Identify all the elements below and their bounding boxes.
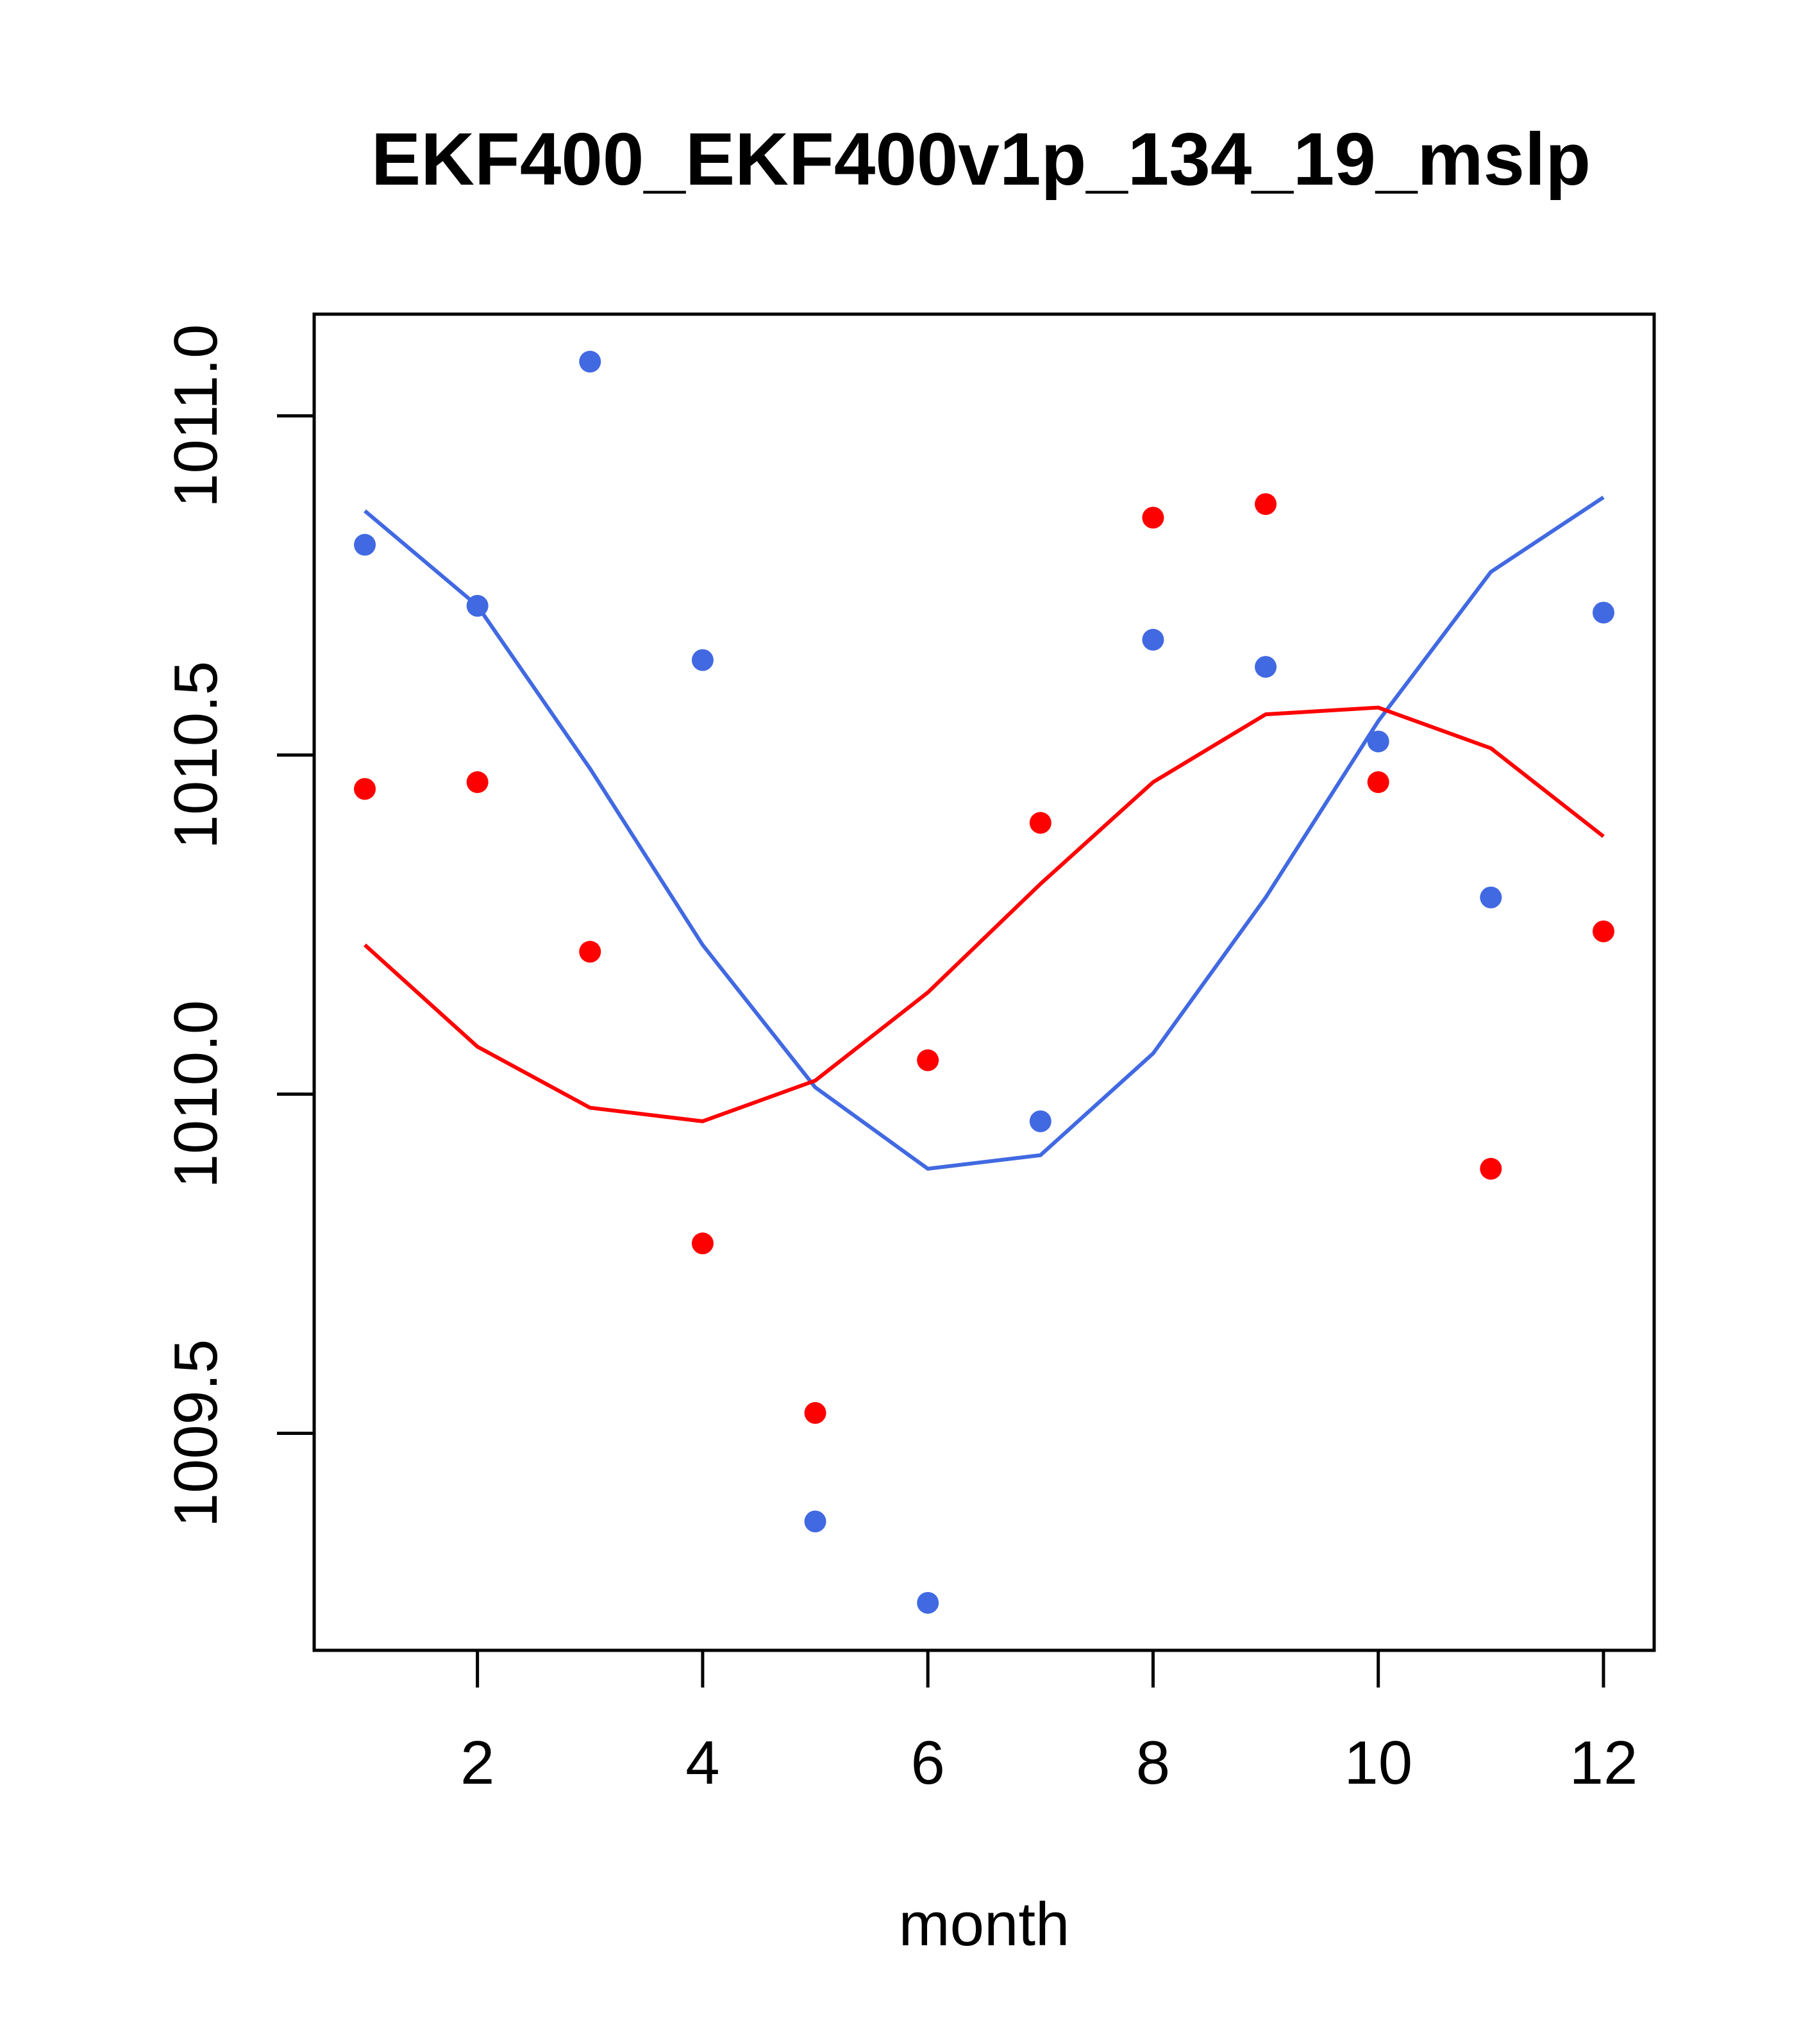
blue-points-point xyxy=(691,649,714,671)
plot-frame xyxy=(312,312,1656,1652)
red-points-point xyxy=(579,941,601,963)
x-tick-label: 6 xyxy=(910,1729,944,1797)
x-tick-label: 10 xyxy=(1344,1729,1412,1797)
y-tick-label: 1011.0 xyxy=(162,324,230,508)
x-tick-label: 12 xyxy=(1570,1729,1638,1797)
red-points-point xyxy=(1255,493,1277,515)
blue-points-point xyxy=(466,594,489,617)
red-points-point xyxy=(691,1232,714,1255)
blue-points-point xyxy=(804,1511,826,1533)
x-tick-label: 4 xyxy=(685,1729,719,1797)
red-points-point xyxy=(1142,507,1164,529)
y-tick-label: 1009.5 xyxy=(162,1339,230,1528)
y-tick-label: 1010.0 xyxy=(162,1000,230,1189)
blue-points-point xyxy=(1480,886,1502,909)
red-points-point xyxy=(1029,812,1051,834)
blue-fit-line xyxy=(364,496,1605,1171)
plot-area xyxy=(354,351,1614,1614)
red-points-point xyxy=(917,1049,939,1071)
x-tick-label: 2 xyxy=(460,1729,494,1797)
red-points-point xyxy=(804,1402,826,1424)
blue-points-point xyxy=(1592,601,1614,624)
blue-points-point xyxy=(1255,656,1277,678)
x-tick-label: 8 xyxy=(1136,1729,1170,1797)
blue-points-point xyxy=(354,533,376,556)
red-points-point xyxy=(1592,920,1614,942)
red-fit-line xyxy=(364,705,1605,1123)
y-axis: 1009.5 1010.0 1010.5 1011.0 xyxy=(162,324,316,1528)
red-points-point xyxy=(1480,1157,1502,1180)
blue-points-point xyxy=(917,1591,939,1614)
chart-title: EKF400_EKF400v1p_134_19_mslp xyxy=(371,117,1591,201)
blue-points-point xyxy=(579,351,601,373)
red-points-point xyxy=(466,771,489,793)
y-tick-label: 1010.5 xyxy=(162,661,230,850)
red-points-point xyxy=(1367,771,1389,793)
blue-points-point xyxy=(1029,1110,1051,1132)
red-points-point xyxy=(354,778,376,800)
x-axis-label: month xyxy=(899,1890,1070,1959)
x-axis: 2 4 6 8 10 12 xyxy=(460,1648,1638,1797)
blue-points-point xyxy=(1367,730,1389,753)
blue-points-point xyxy=(1142,628,1164,651)
